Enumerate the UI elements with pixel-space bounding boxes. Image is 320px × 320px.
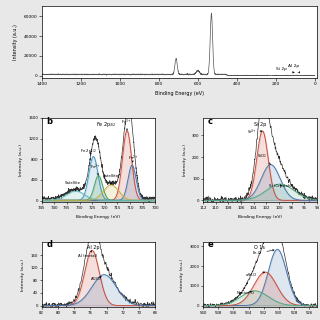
Y-axis label: Intensity (a.u.): Intensity (a.u.) <box>182 144 187 176</box>
Text: c: c <box>208 117 212 126</box>
Text: Fe$^{3+}$: Fe$^{3+}$ <box>121 118 132 130</box>
Text: Native O: Native O <box>237 291 254 295</box>
Y-axis label: Intensity (a.u.): Intensity (a.u.) <box>13 24 18 60</box>
X-axis label: Binding Energy (eV): Binding Energy (eV) <box>155 91 204 96</box>
Text: Si (Crystals): Si (Crystals) <box>269 184 293 188</box>
Y-axis label: Intensity (a.u.): Intensity (a.u.) <box>180 259 184 291</box>
Text: d: d <box>46 240 52 249</box>
Text: SiO$_2$: SiO$_2$ <box>257 152 270 164</box>
Text: e: e <box>208 240 213 249</box>
Y-axis label: Intensity (a.u.): Intensity (a.u.) <box>21 259 25 291</box>
Text: Si$^{4+}$: Si$^{4+}$ <box>247 128 262 137</box>
Text: Fe$^{2+}$: Fe$^{2+}$ <box>128 154 139 163</box>
Text: Satellite: Satellite <box>64 181 80 191</box>
Text: Si 2p: Si 2p <box>276 67 294 73</box>
Text: Fe 2p$_{3/2}$: Fe 2p$_{3/2}$ <box>96 121 117 129</box>
Text: Fe 2p$_{1/2}$: Fe 2p$_{1/2}$ <box>79 147 96 155</box>
X-axis label: Binding Energy (eV): Binding Energy (eV) <box>76 215 120 219</box>
Y-axis label: Intensity (a.u.): Intensity (a.u.) <box>19 144 23 176</box>
Text: Fe-O: Fe-O <box>252 250 274 255</box>
Text: Al (metal): Al (metal) <box>78 251 97 258</box>
Text: Al 2p: Al 2p <box>87 245 100 250</box>
Text: $α$Si-O: $α$Si-O <box>245 271 265 278</box>
Text: b: b <box>46 117 52 126</box>
Text: Satellite: Satellite <box>102 174 118 184</box>
X-axis label: Binding Energy (eV): Binding Energy (eV) <box>238 215 282 219</box>
Text: Fe$^{2+}$: Fe$^{2+}$ <box>90 163 100 175</box>
Text: Al 2p: Al 2p <box>288 64 300 73</box>
Text: Si 2p: Si 2p <box>254 122 267 127</box>
Text: Al$_2$O$_3$: Al$_2$O$_3$ <box>90 275 102 283</box>
Text: O 1s: O 1s <box>254 245 265 250</box>
